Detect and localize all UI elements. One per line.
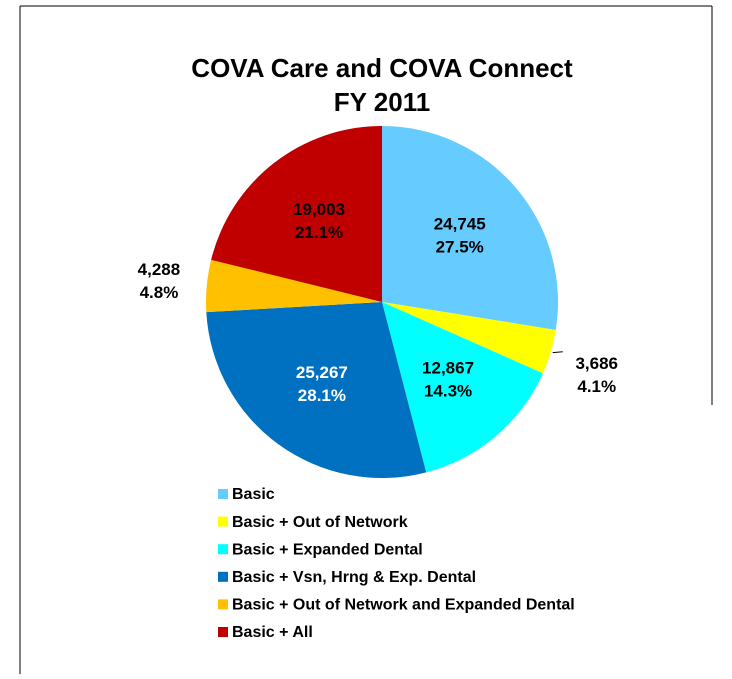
legend-label: Basic + Expanded Dental <box>232 541 423 558</box>
data-label: 28.1% <box>298 386 346 405</box>
data-label: 3,686 <box>575 354 618 373</box>
legend-label: Basic + Vsn, Hrng & Exp. Dental <box>232 569 476 586</box>
chart-title: COVA Care and COVA Connect <box>191 53 573 83</box>
legend-swatch <box>218 571 228 582</box>
legend-label: Basic <box>232 486 275 503</box>
legend-label: Basic + Out of Network and Expanded Dent… <box>232 597 575 614</box>
legend-swatch <box>218 516 228 527</box>
data-label: 4,288 <box>138 260 181 279</box>
pie-slice <box>206 302 427 478</box>
data-label: 25,267 <box>296 363 348 382</box>
pie-slice <box>382 302 543 473</box>
legend-label: Basic + Out of Network <box>232 514 408 531</box>
legend-label: Basic + All <box>232 624 313 641</box>
data-label: 19,003 <box>293 200 345 219</box>
data-label: 4.8% <box>140 283 179 302</box>
pie-slice <box>382 302 556 374</box>
data-label: 21.1% <box>295 223 343 242</box>
leader-line <box>552 351 563 354</box>
legend-swatch <box>218 489 228 499</box>
pie-slice <box>206 259 382 313</box>
data-label: 14.3% <box>424 381 472 400</box>
chart-title: FY 2011 <box>334 87 430 117</box>
pie-slice <box>382 126 558 330</box>
legend-swatch <box>218 599 228 610</box>
data-label: 27.5% <box>436 237 484 256</box>
data-label: 12,867 <box>422 358 474 377</box>
data-label: 4.1% <box>577 377 616 396</box>
legend-swatch <box>218 544 228 555</box>
legend-swatch <box>218 627 228 637</box>
pie-slice <box>211 126 382 302</box>
data-label: 24,745 <box>434 214 486 233</box>
